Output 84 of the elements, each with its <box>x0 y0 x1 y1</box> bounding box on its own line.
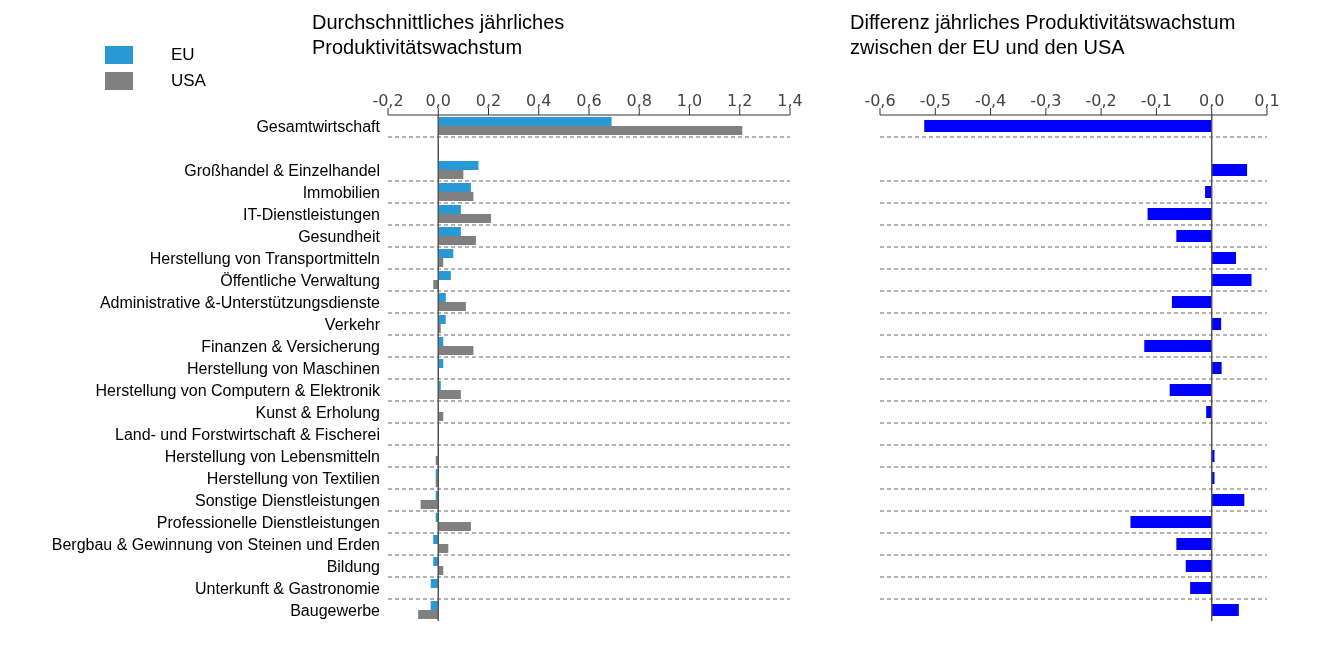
bar <box>438 192 474 201</box>
bar <box>438 214 492 223</box>
x-tick-label: -0,3 <box>1030 91 1062 110</box>
bar <box>1144 340 1212 352</box>
x-tick-label: 0,1 <box>1254 91 1280 110</box>
y-tick-label: Finanzen & Versicherung <box>201 337 380 355</box>
chart-title: Differenz jährliches Produktivitätswachstum zwischen der EU und den USA <box>850 10 1237 60</box>
bar <box>438 271 451 280</box>
bar <box>438 205 461 214</box>
y-tick-label: Herstellung von Maschinen <box>187 359 380 377</box>
bar <box>438 126 743 135</box>
x-tick-label: 0,4 <box>526 91 552 110</box>
bar <box>430 579 439 588</box>
bar <box>433 557 439 566</box>
bar <box>438 183 471 192</box>
y-tick-label: Gesamtwirtschaft <box>256 117 381 135</box>
y-tick-label: IT-Dienstleistungen <box>243 205 380 223</box>
bar <box>1190 582 1212 594</box>
bar <box>1185 560 1212 572</box>
x-tick-label: -0,6 <box>864 91 896 110</box>
y-tick-label: Verkehr <box>324 315 381 333</box>
bar <box>433 280 439 289</box>
x-tick-label: 0,8 <box>626 91 652 110</box>
x-tick-label: -0,2 <box>1085 91 1117 110</box>
bar <box>1211 274 1252 286</box>
y-tick-label: Administrative &-Unterstützungsdienste <box>99 293 381 311</box>
bar <box>438 170 464 179</box>
bar <box>438 227 461 236</box>
bar <box>1169 384 1212 396</box>
x-tick-label: -0,4 <box>974 91 1007 110</box>
bar <box>1211 362 1222 374</box>
bar <box>1211 164 1248 176</box>
y-tick-label: Bergbau & Gewinnung von Steinen und Erden <box>51 535 380 553</box>
y-tick-label: Herstellung von Transportmitteln <box>149 249 380 267</box>
bar <box>1176 230 1212 242</box>
bar <box>438 390 461 399</box>
bar <box>438 117 612 126</box>
chart-title: Durchschnittliches jährliches Produktivitätswachstum <box>312 10 566 60</box>
bar <box>438 161 479 170</box>
bar <box>1211 252 1237 264</box>
y-tick-label: Land- und Forstwirtschaft & Fischerei <box>115 425 380 443</box>
bar <box>1211 494 1245 506</box>
bar <box>1211 318 1222 330</box>
bar <box>924 120 1212 132</box>
y-tick-label: Herstellung von Lebensmitteln <box>164 447 380 465</box>
bar <box>1211 604 1239 616</box>
bar <box>430 601 439 610</box>
bar <box>1130 516 1212 528</box>
bar <box>433 535 439 544</box>
x-tick-label: 1,0 <box>676 91 703 110</box>
y-tick-label: Sonstige Dienstleistungen <box>194 491 380 509</box>
y-tick-label: Großhandel & Einzelhandel <box>184 161 380 179</box>
y-tick-label: Kunst & Erholung <box>255 403 380 421</box>
y-tick-label: Herstellung von Computern & Elektronik <box>95 381 381 399</box>
bar <box>418 610 439 619</box>
bar <box>1171 296 1212 308</box>
bar <box>438 302 466 311</box>
y-tick-label: Öffentliche Verwaltung <box>220 271 380 289</box>
x-tick-label: 0,2 <box>475 91 502 110</box>
x-tick-label: 0,0 <box>1198 91 1225 110</box>
y-tick-label: Herstellung von Textilien <box>206 469 380 487</box>
bar <box>438 544 449 553</box>
bar <box>1147 208 1212 220</box>
bar <box>438 522 471 531</box>
x-tick-label: -0,1 <box>1140 91 1173 110</box>
bar <box>420 500 439 509</box>
x-tick-label: 1,4 <box>777 91 803 110</box>
y-tick-label: Baugewerbe <box>290 601 381 619</box>
x-tick-label: -0,5 <box>919 91 951 110</box>
y-tick-label: Immobilien <box>302 183 380 201</box>
x-tick-label: 0,6 <box>576 91 602 110</box>
bar <box>438 346 474 355</box>
x-tick-label: 0,0 <box>425 91 451 110</box>
bar <box>438 236 476 245</box>
y-tick-label: Gesundheit <box>298 227 381 245</box>
x-tick-label: -0,2 <box>372 91 404 110</box>
y-tick-label: Professionelle Dienstleistungen <box>156 513 380 531</box>
x-tick-label: 1,2 <box>727 91 753 110</box>
y-tick-label: Unterkunft & Gastronomie <box>195 579 381 597</box>
legend-label: EU <box>171 45 195 65</box>
y-tick-label: Bildung <box>326 557 380 575</box>
bar <box>1176 538 1212 550</box>
bar <box>438 249 454 258</box>
legend-label: USA <box>171 71 206 91</box>
